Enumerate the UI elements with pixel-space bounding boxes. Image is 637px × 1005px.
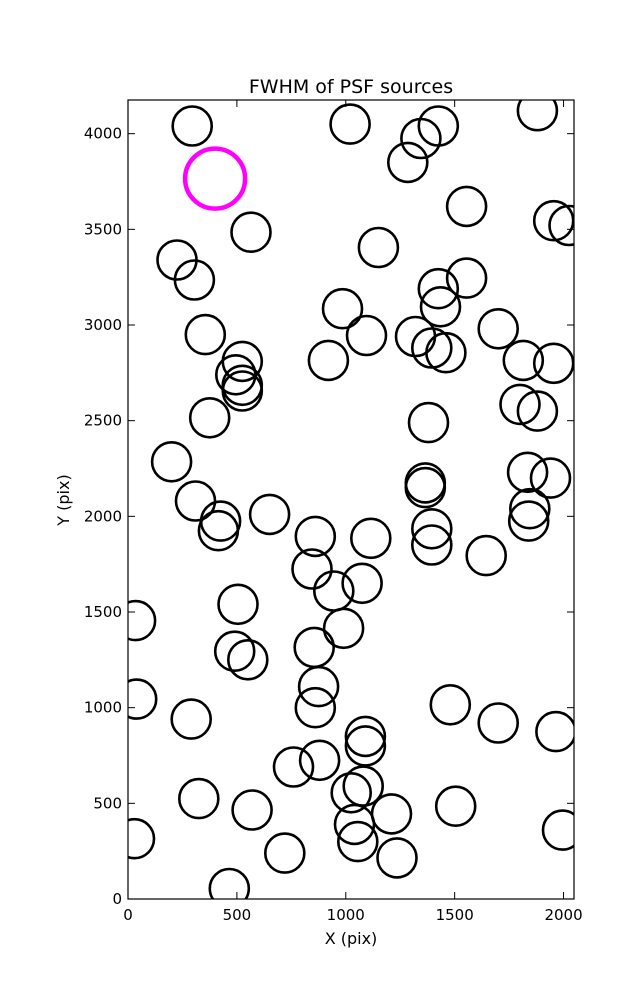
source-marker-1 bbox=[329, 103, 371, 145]
source-marker-10 bbox=[357, 226, 400, 269]
plot-frame bbox=[127, 99, 575, 900]
source-marker-75 bbox=[434, 785, 477, 828]
source-marker-73 bbox=[231, 789, 273, 831]
source-marker-60 bbox=[294, 686, 337, 729]
source-marker-49 bbox=[465, 534, 508, 577]
y-axis-label: Y (pix) bbox=[54, 474, 73, 526]
x-axis-label: X (pix) bbox=[325, 929, 378, 948]
source-marker-37 bbox=[506, 451, 549, 494]
source-marker-67 bbox=[344, 725, 387, 767]
source-marker-5 bbox=[516, 100, 559, 132]
source-marker-52 bbox=[341, 562, 383, 605]
source-marker-58 bbox=[227, 638, 269, 681]
source-marker-29 bbox=[221, 370, 264, 412]
y-tick-label: 1500 bbox=[84, 603, 122, 621]
source-marker-79 bbox=[263, 832, 306, 874]
source-marker-12 bbox=[173, 259, 216, 301]
source-marker-66 bbox=[344, 715, 387, 758]
source-marker-14 bbox=[445, 257, 488, 299]
source-marker-81 bbox=[541, 809, 574, 851]
y-tick-label: 2500 bbox=[84, 412, 122, 430]
ticks-layer: 0 500 1000 1500 2000 0 500 1000 1500 2000 2500 3000… bbox=[84, 100, 583, 924]
source-marker-38 bbox=[529, 457, 572, 499]
chart-title: FWHM of PSF sources bbox=[249, 76, 453, 98]
source-marker-6 bbox=[445, 185, 488, 228]
source-marker-61 bbox=[128, 678, 158, 720]
source-marker-76 bbox=[333, 803, 376, 846]
source-marker-8 bbox=[548, 204, 574, 247]
source-marker-63 bbox=[429, 683, 472, 726]
source-marker-32 bbox=[499, 383, 541, 426]
source-marker-55 bbox=[128, 599, 157, 642]
source-marker-36 bbox=[404, 466, 447, 509]
source-marker-54 bbox=[322, 607, 365, 650]
source-marker-18 bbox=[345, 314, 388, 357]
source-marker-25 bbox=[532, 342, 574, 385]
source-marker-70 bbox=[330, 771, 373, 814]
y-tick-label: 0 bbox=[112, 890, 122, 908]
y-tick-label: 2000 bbox=[84, 507, 122, 525]
source-marker-9 bbox=[230, 211, 272, 253]
source-marker-78 bbox=[128, 817, 156, 860]
x-tick-label: 1500 bbox=[436, 906, 474, 924]
source-marker-57 bbox=[213, 630, 256, 673]
source-marker-41 bbox=[197, 509, 240, 552]
source-marker-22 bbox=[425, 331, 467, 374]
x-tick-label: 1000 bbox=[327, 906, 365, 924]
source-marker-72 bbox=[178, 777, 220, 820]
source-marker-20 bbox=[477, 307, 520, 350]
source-marker-0 bbox=[171, 105, 213, 147]
source-marker-42 bbox=[248, 493, 291, 536]
source-marker-45 bbox=[507, 500, 550, 542]
source-marker-24 bbox=[502, 339, 545, 382]
source-marker-7 bbox=[532, 199, 574, 242]
source-marker-31 bbox=[407, 401, 450, 444]
source-marker-16 bbox=[419, 285, 462, 328]
source-marker-44 bbox=[508, 487, 551, 530]
source-marker-62 bbox=[170, 698, 212, 740]
source-marker-77 bbox=[336, 820, 379, 863]
y-tick-label: 1000 bbox=[84, 699, 122, 717]
source-marker-17 bbox=[184, 313, 227, 356]
highlight-source-marker bbox=[182, 146, 248, 211]
y-tick-label: 4000 bbox=[84, 125, 122, 143]
source-marker-65 bbox=[535, 710, 574, 753]
source-marker-15 bbox=[321, 287, 364, 330]
source-marker-13 bbox=[417, 267, 460, 310]
source-marker-23 bbox=[307, 339, 350, 382]
marks-layer bbox=[128, 100, 574, 899]
source-marker-43 bbox=[294, 515, 337, 558]
source-marker-47 bbox=[410, 524, 453, 566]
source-marker-4 bbox=[386, 141, 429, 184]
source-marker-53 bbox=[217, 583, 259, 626]
x-tick-label: 500 bbox=[223, 906, 252, 924]
y-tick-label: 500 bbox=[93, 794, 122, 812]
source-marker-33 bbox=[516, 390, 559, 432]
x-tick-label: 2000 bbox=[544, 906, 582, 924]
source-marker-80 bbox=[376, 837, 418, 879]
source-marker-30 bbox=[188, 396, 231, 439]
source-marker-34 bbox=[150, 440, 193, 483]
source-marker-59 bbox=[297, 665, 340, 708]
source-marker-82 bbox=[208, 867, 251, 899]
source-marker-46 bbox=[410, 507, 453, 550]
x-tick-label: 0 bbox=[123, 906, 133, 924]
source-marker-39 bbox=[174, 480, 217, 522]
y-tick-label: 3500 bbox=[84, 220, 122, 238]
source-marker-64 bbox=[477, 702, 520, 744]
y-tick-label: 3000 bbox=[84, 316, 122, 334]
source-marker-3 bbox=[417, 105, 460, 147]
source-marker-69 bbox=[272, 746, 315, 788]
source-marker-48 bbox=[349, 517, 392, 560]
source-marker-68 bbox=[298, 739, 341, 782]
source-marker-50 bbox=[291, 548, 333, 590]
